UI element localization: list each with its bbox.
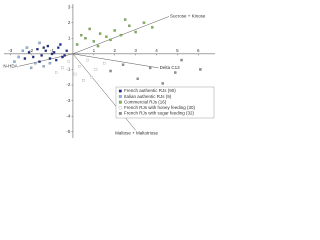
point <box>151 26 154 29</box>
legend-swatch <box>118 89 122 93</box>
loading-label: N-HDA <box>3 64 17 69</box>
point <box>90 76 93 79</box>
point <box>67 60 70 63</box>
point <box>59 43 62 46</box>
point <box>105 35 108 38</box>
x-tick-label: 5 <box>176 48 179 53</box>
point <box>119 33 123 37</box>
point <box>103 62 106 65</box>
point <box>78 65 81 68</box>
point <box>17 55 20 59</box>
legend-label: French RJs with sugar feeding (32) <box>124 111 195 116</box>
point <box>123 18 127 21</box>
point <box>52 51 56 54</box>
point <box>25 46 29 49</box>
point <box>92 40 96 43</box>
point <box>57 46 60 49</box>
y-tick-label: -2 <box>66 82 70 87</box>
point <box>142 21 146 24</box>
x-tick-label: 3 <box>134 48 137 53</box>
point <box>23 57 27 60</box>
loading-label: Sucrose + Kinose <box>170 14 206 19</box>
point <box>61 66 64 70</box>
legend-label: Commercial RJs (16) <box>124 99 167 104</box>
point <box>55 71 58 74</box>
y-tick-label: -4 <box>66 113 70 118</box>
point <box>180 58 183 62</box>
point <box>34 62 37 65</box>
point <box>42 46 45 49</box>
point <box>149 66 152 70</box>
point <box>36 47 39 51</box>
point <box>29 66 33 70</box>
point <box>38 60 41 63</box>
point <box>121 63 125 66</box>
point <box>94 68 98 71</box>
loading-label: Delta C13 <box>160 65 181 70</box>
y-tick-label: -3 <box>66 98 70 103</box>
x-tick-label: -1 <box>50 48 54 53</box>
point <box>113 29 116 32</box>
x-tick-label: 2 <box>113 48 116 53</box>
legend-label: French RJs with honey feeding (30) <box>124 105 196 110</box>
point <box>65 49 68 52</box>
point <box>161 82 164 85</box>
legend-label: Italian authentic RJs (9) <box>124 94 172 99</box>
point <box>75 43 79 46</box>
loading-vector <box>72 53 159 69</box>
point <box>88 27 91 31</box>
point <box>32 55 35 59</box>
point <box>73 72 77 76</box>
point <box>174 71 177 74</box>
x-tick-label: -2 <box>29 48 33 53</box>
point <box>42 65 45 68</box>
y-tick-label: 2 <box>68 20 71 25</box>
x-tick-label: 4 <box>155 48 158 53</box>
y-tick-label: -5 <box>66 129 70 134</box>
point <box>84 37 87 40</box>
point <box>136 77 139 80</box>
point <box>46 44 50 48</box>
y-tick-label: 3 <box>68 4 71 9</box>
point <box>38 41 41 45</box>
y-tick-label: -1 <box>66 67 70 72</box>
point <box>44 49 47 52</box>
point <box>96 44 100 48</box>
x-tick-label: -3 <box>8 48 12 53</box>
point <box>109 38 112 42</box>
legend-swatch <box>118 100 122 104</box>
point <box>55 58 58 62</box>
point <box>98 32 102 35</box>
point <box>21 49 25 52</box>
point <box>13 60 16 63</box>
x-tick-label: 6 <box>197 48 200 53</box>
legend-swatch <box>118 106 122 110</box>
legend-box <box>115 86 215 119</box>
legend-label: French authentic RJs (90) <box>124 88 176 93</box>
point <box>27 51 31 54</box>
y-tick-label: 1 <box>68 35 71 40</box>
point <box>63 54 66 57</box>
point <box>40 54 43 57</box>
point <box>128 24 131 28</box>
point <box>82 79 85 82</box>
point <box>80 33 83 37</box>
point <box>109 69 112 73</box>
point <box>61 55 64 59</box>
point <box>199 68 202 71</box>
x-tick-label: 1 <box>93 48 96 53</box>
point <box>50 52 54 56</box>
point <box>86 58 89 62</box>
legend-swatch <box>118 95 122 99</box>
chart: -3 -2 -1 1 2 3 4 5 6 3 2 1 -1 -2 -3 -4 -5 Sucrose + Kinos… <box>3 4 215 138</box>
legend-swatch <box>118 111 122 115</box>
point <box>134 30 137 34</box>
point <box>48 57 52 60</box>
point <box>48 62 52 65</box>
loading-label: Maltose + Maltotriose <box>115 130 158 135</box>
